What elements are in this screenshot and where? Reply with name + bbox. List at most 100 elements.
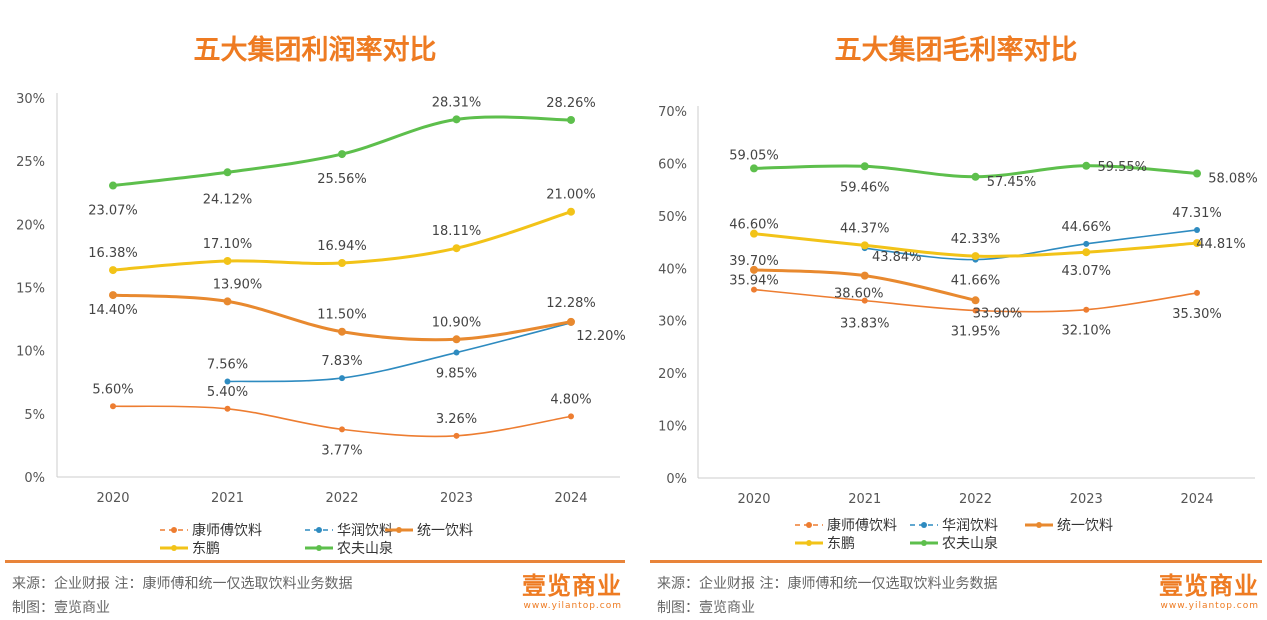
legend-marker — [171, 527, 177, 533]
data-point — [109, 291, 117, 300]
y-tick-label: 0% — [666, 472, 687, 487]
data-label: 25.56% — [317, 172, 367, 187]
logo-url: www.yilantop.com — [1160, 601, 1259, 611]
legend-label: 统一饮料 — [1057, 518, 1113, 534]
y-tick-label: 25% — [16, 155, 45, 170]
data-point — [110, 403, 116, 410]
data-point — [750, 265, 758, 274]
x-tick-label: 2020 — [737, 492, 770, 507]
data-label: 44.81% — [1196, 237, 1246, 252]
legend-label: 华润饮料 — [942, 518, 998, 534]
divider — [650, 560, 1262, 563]
series-line — [227, 322, 572, 383]
y-tick-label: 20% — [658, 367, 687, 382]
data-point — [339, 375, 345, 382]
data-point — [750, 229, 758, 238]
legend-label: 康师傅饮料 — [827, 517, 897, 534]
data-label: 59.46% — [840, 180, 890, 195]
y-tick-label: 30% — [658, 315, 687, 330]
data-point — [338, 258, 346, 267]
data-point — [860, 241, 869, 250]
legend-marker — [806, 522, 812, 528]
data-point — [223, 256, 232, 265]
data-label: 9.85% — [436, 367, 477, 382]
data-label: 16.38% — [88, 246, 138, 261]
data-point — [452, 115, 461, 124]
maker-note: 制图：壹览商业 — [657, 600, 755, 616]
x-tick-label: 2021 — [848, 492, 881, 507]
data-label: 24.12% — [203, 192, 253, 207]
data-point — [453, 349, 460, 356]
chart-title: 五大集团利润率对比 — [193, 35, 437, 66]
y-tick-label: 0% — [24, 471, 45, 486]
data-label: 14.40% — [88, 303, 138, 318]
data-label: 5.60% — [92, 382, 133, 397]
data-point — [971, 296, 980, 305]
y-tick-label: 70% — [658, 105, 687, 120]
data-point — [338, 327, 346, 336]
data-label: 47.31% — [1172, 206, 1222, 221]
legend-label: 农夫山泉 — [337, 540, 393, 557]
data-point — [860, 271, 869, 280]
source-note: 来源：企业财报 注：康师傅和统一仅选取饮料业务数据 — [657, 576, 998, 592]
data-label: 42.33% — [951, 232, 1001, 247]
logo-url: www.yilantop.com — [523, 601, 622, 611]
data-point — [109, 266, 117, 275]
data-point — [1083, 306, 1090, 313]
data-point — [1194, 289, 1200, 296]
data-point — [567, 207, 575, 216]
data-point — [971, 172, 980, 181]
legend-label: 统一饮料 — [417, 523, 473, 539]
legend-label: 农夫山泉 — [942, 535, 998, 552]
x-tick-label: 2022 — [325, 491, 358, 506]
x-tick-label: 2020 — [96, 491, 129, 506]
footer-notes: 来源：企业财报 注：康师傅和统一仅选取饮料业务数据 制图：壹览商业 — [12, 572, 352, 620]
data-label: 5.40% — [207, 385, 248, 400]
data-label: 23.07% — [88, 204, 138, 219]
brand-logo: 壹览商业 www.yilantop.com — [1159, 566, 1259, 611]
x-tick-label: 2024 — [554, 491, 587, 506]
data-label: 33.90% — [973, 306, 1023, 321]
data-point — [861, 297, 868, 304]
data-point — [224, 405, 231, 412]
data-label: 44.66% — [1061, 220, 1111, 235]
data-point — [224, 378, 231, 385]
data-label: 43.07% — [1061, 264, 1111, 279]
data-label: 35.30% — [1172, 307, 1222, 322]
legend-marker — [921, 540, 927, 546]
legend-marker — [316, 545, 322, 551]
data-label: 11.50% — [317, 308, 367, 323]
series-line — [864, 229, 1198, 261]
data-point — [1194, 226, 1200, 233]
data-point — [453, 432, 460, 439]
x-tick-label: 2023 — [1070, 492, 1103, 507]
legend-label: 东鹏 — [827, 536, 855, 552]
data-label: 59.55% — [1097, 160, 1147, 175]
y-tick-label: 40% — [658, 262, 687, 277]
data-label: 31.95% — [951, 324, 1001, 339]
chart-title: 五大集团毛利率对比 — [834, 35, 1078, 66]
data-label: 4.80% — [550, 392, 591, 407]
legend-marker — [396, 527, 402, 533]
y-tick-label: 15% — [16, 282, 45, 297]
data-label: 38.60% — [834, 287, 884, 302]
data-label: 3.77% — [321, 443, 362, 458]
data-label: 28.31% — [432, 95, 482, 110]
data-point — [751, 286, 757, 293]
data-label: 59.05% — [729, 148, 779, 163]
data-label: 13.90% — [213, 277, 263, 292]
data-point — [223, 168, 232, 177]
legend-marker — [921, 522, 927, 528]
y-tick-label: 10% — [658, 420, 687, 435]
data-label: 7.83% — [321, 354, 362, 369]
legend-marker — [316, 527, 322, 533]
data-label: 39.70% — [729, 254, 779, 269]
data-point — [567, 115, 575, 124]
data-label: 12.28% — [546, 296, 596, 311]
data-point — [750, 164, 758, 173]
data-label: 33.83% — [840, 317, 890, 332]
legend-marker — [806, 540, 812, 546]
data-label: 41.66% — [951, 274, 1001, 289]
data-label: 10.90% — [432, 315, 482, 330]
brand-logo: 壹览商业 www.yilantop.com — [522, 566, 622, 611]
